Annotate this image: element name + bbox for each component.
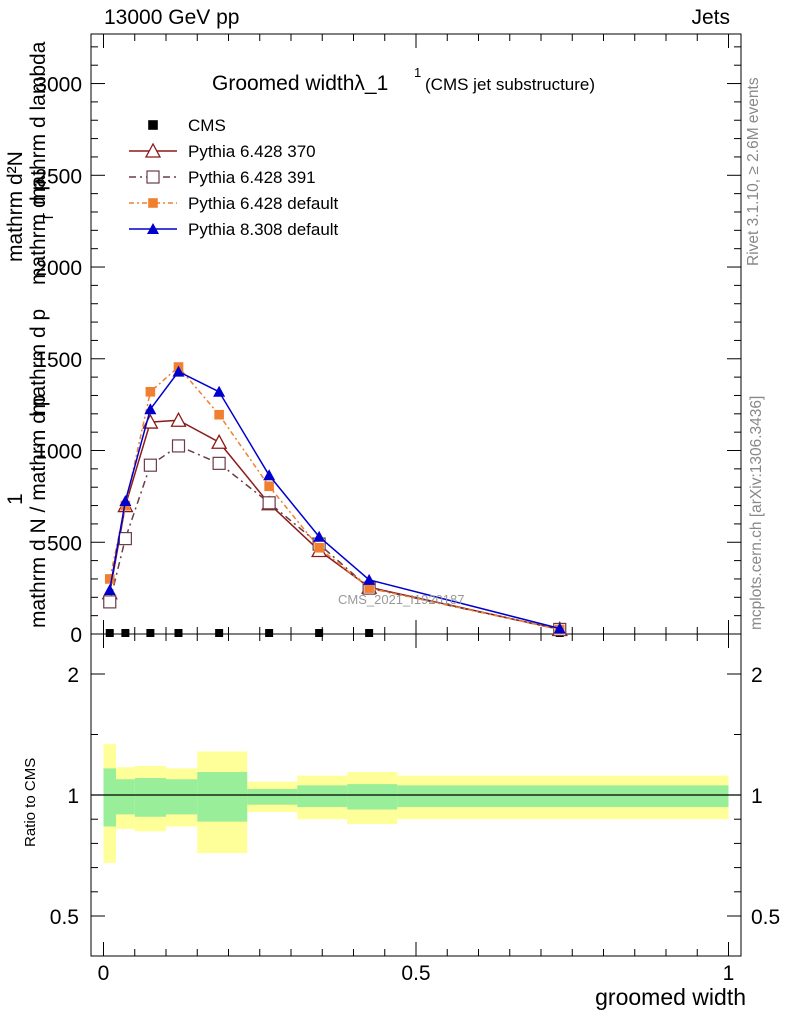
ratio-inner-band xyxy=(397,785,729,808)
ratio-inner-band xyxy=(347,784,398,810)
data-point xyxy=(146,629,155,637)
data-point xyxy=(214,409,224,420)
series-line xyxy=(109,370,560,630)
data-point xyxy=(121,629,130,637)
data-point xyxy=(553,622,566,634)
legend-label: Pythia 8.308 default xyxy=(188,220,339,239)
x-tick-label: 0.5 xyxy=(401,962,430,985)
data-point xyxy=(145,386,156,397)
data-point xyxy=(264,481,274,492)
data-point xyxy=(170,411,187,427)
ratio-inner-band xyxy=(247,788,298,805)
legend-label: Pythia 6.428 370 xyxy=(188,142,316,161)
ratio-y-tick-label: 1 xyxy=(67,785,79,808)
analysis-watermark: CMS_2021_I1920187 xyxy=(338,592,465,607)
legend-label: CMS xyxy=(188,116,226,135)
ratio-inner-band xyxy=(166,779,198,815)
series-line xyxy=(109,365,560,631)
ratio-y-tick-label: 2 xyxy=(67,664,79,687)
data-point xyxy=(365,629,374,637)
y-tick-label: 1500 xyxy=(35,349,82,372)
legend-marker xyxy=(148,198,158,208)
series-pythia-6-428-default xyxy=(104,362,565,635)
data-point xyxy=(314,542,324,553)
ratio-inner-band xyxy=(103,768,116,827)
data-point xyxy=(263,469,276,481)
series-pythia-6-428-391 xyxy=(103,439,567,637)
data-point xyxy=(171,439,186,453)
y-tick-label: 2000 xyxy=(35,257,82,280)
legend-marker xyxy=(146,170,160,184)
legend-marker xyxy=(147,223,159,234)
data-point xyxy=(215,629,224,637)
x-tick-label: 0 xyxy=(98,962,110,985)
y-tick-label: 2500 xyxy=(35,165,82,188)
ratio-inner-band xyxy=(197,772,248,822)
chart-title-superscript: 1 xyxy=(414,65,421,80)
ratio-inner-band xyxy=(116,779,135,815)
data-point xyxy=(262,496,276,510)
data-point xyxy=(313,530,326,542)
ratio-inner-band xyxy=(134,778,166,817)
data-point xyxy=(211,433,228,449)
y-tick-label: 0 xyxy=(70,624,82,647)
chart-subtitle: (CMS jet substructure) xyxy=(425,75,595,94)
data-point xyxy=(174,629,183,637)
data-point xyxy=(103,595,117,609)
series-line xyxy=(109,445,560,631)
y-tick-label: 500 xyxy=(47,532,82,555)
ratio-y-tick-label: 0.5 xyxy=(50,906,79,929)
data-point xyxy=(119,494,132,506)
data-point xyxy=(144,403,157,415)
energy-label: 13000 GeV pp xyxy=(104,6,240,29)
main-plot-frame: 0 500 1000 1500 2000 2500 3000 xyxy=(35,33,742,647)
ratio-inner-band xyxy=(297,785,348,808)
x-tick-label: 1 xyxy=(723,962,735,985)
ratio-plot-frame: 0.5 0.5 1 1 2 2 0 0.5 1 xyxy=(50,633,780,985)
legend-label: Pythia 6.428 default xyxy=(188,194,339,213)
data-point xyxy=(143,458,157,472)
category-label: Jets xyxy=(691,6,730,29)
legend: CMS Pythia 6.428 370 Pythia 6.428 391 Pythi… xyxy=(129,116,339,239)
data-point xyxy=(105,629,114,637)
series-cms xyxy=(105,629,564,637)
data-point xyxy=(265,629,274,637)
ratio-y-tick-label-right: 0.5 xyxy=(751,906,780,929)
series-pythia-8-308-default xyxy=(103,365,566,634)
ratio-y-tick-label-right: 1 xyxy=(751,785,763,808)
data-point xyxy=(118,531,132,546)
legend-marker xyxy=(144,142,162,158)
data-point xyxy=(363,573,376,585)
y-tick-label: 1000 xyxy=(35,441,82,464)
data-point xyxy=(104,574,115,584)
data-point xyxy=(212,456,226,470)
chart-title: Groomed widthλ_1 xyxy=(212,72,388,95)
data-point xyxy=(315,629,324,637)
legend-label: Pythia 6.428 391 xyxy=(188,168,316,187)
x-axis-title: groomed width xyxy=(595,984,746,1010)
series-layer xyxy=(101,362,568,637)
ratio-bands xyxy=(91,744,741,863)
ratio-y-tick-label-right: 2 xyxy=(751,664,763,687)
data-point xyxy=(213,385,226,397)
legend-marker xyxy=(148,120,158,130)
data-point xyxy=(172,365,185,377)
y-tick-label: 3000 xyxy=(35,74,82,97)
data-point xyxy=(364,583,374,593)
data-point xyxy=(103,583,116,595)
